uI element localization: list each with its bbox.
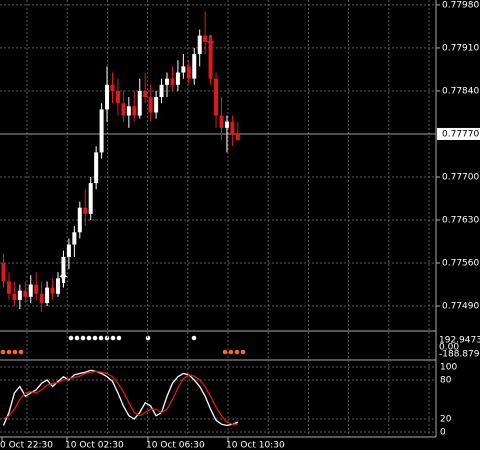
candle-body [159,84,164,98]
dot [98,335,104,341]
candle-body [148,97,153,113]
candle-body [175,72,180,85]
candle-body [137,90,142,116]
dot [68,335,74,341]
buy-arrow [59,272,68,283]
dot [18,349,24,355]
x-tick-label: 10 Oct 10:30 [226,441,285,450]
candle-body [115,90,120,104]
dot [116,335,122,341]
candle-body [61,256,66,279]
candle-body [23,290,28,297]
y-tick-label: 20 [440,415,452,425]
y-tick-label: 0.77490 [442,302,479,312]
candle-body [6,281,11,294]
dot [228,349,234,355]
candle-body [219,115,224,128]
candle-body [28,284,33,297]
current-price-box [437,127,480,140]
candle-body [121,103,126,116]
dot [0,349,6,355]
candle-body [66,244,71,257]
candle-body [12,293,17,300]
candle-body [110,84,115,91]
y-tick-label: 0.77700 [442,172,479,182]
candle-body [88,183,93,214]
y-tick-label: -188.8799 [439,350,480,360]
x-tick-label: 0 Oct 22:30 [0,441,53,450]
candle-body [1,263,6,282]
stochastic-line [2,369,239,427]
candle-body [126,106,131,116]
sell-arrow [206,35,215,46]
candle-body [99,109,104,153]
candle-body [203,35,208,42]
candle-body [214,78,219,116]
candle-body [230,121,235,134]
y-tick-label: 0.77630 [442,216,479,226]
candle-body [94,152,99,184]
y-tick-label: 0.77910 [442,43,479,53]
dot [74,335,80,341]
dot [110,335,116,341]
y-tick-label: 100 [440,363,457,373]
dot [240,349,246,355]
candle-body [181,66,186,73]
candle-body [170,78,175,85]
x-tick-label: 10 Oct 02:30 [65,441,124,450]
current-price-label: 0.77770 [442,129,479,139]
candle-body [56,278,60,294]
candle-body [83,207,88,214]
x-tick-label: 10 Oct 06:30 [146,441,205,450]
candle-body [50,287,55,294]
dot [92,335,98,341]
dot [86,335,92,341]
dot [80,335,86,341]
candle-body [186,66,191,79]
signal-dots [0,335,246,355]
candle-body [105,84,110,110]
y-tick-label: 0.00 [439,343,459,353]
candle-body [17,290,22,300]
y-tick-label: 80 [440,376,452,386]
candle-body [143,90,148,98]
y-tick-label: 0.77560 [442,259,479,269]
stochastic-line [3,370,238,425]
dot [6,349,12,355]
dot [145,335,151,341]
candle-body [39,293,44,303]
candle-body [34,284,39,294]
candle-body [154,97,159,113]
dot [12,349,18,355]
candle-body [77,207,82,233]
dot [191,335,197,341]
candle-body [224,121,229,128]
candle-body [45,287,50,303]
y-tick-label: 192.9473 [439,336,480,346]
y-tick-label: 0.77980 [442,0,479,10]
candle-body [165,78,169,85]
candle-body [197,35,202,55]
candle-body [72,232,77,245]
dot [234,349,240,355]
candle-body [132,106,137,116]
candle-body [208,41,213,79]
candle-body [235,133,240,141]
dot [104,335,110,341]
y-tick-label: 0 [440,428,446,438]
dot [222,349,228,355]
y-tick-label: 0.77840 [442,86,479,96]
candle-body [192,54,197,79]
